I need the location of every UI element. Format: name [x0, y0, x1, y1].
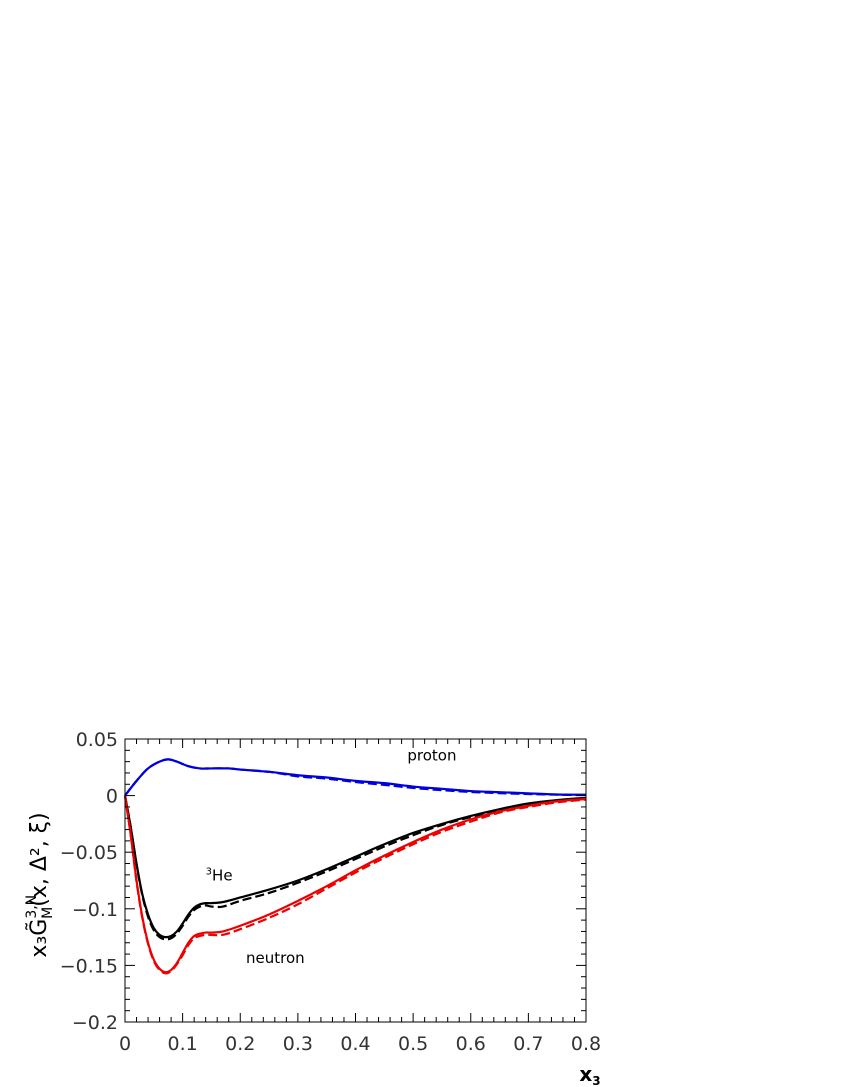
x-tick-label: 0.4	[340, 1033, 370, 1055]
y-tick-label: −0.15	[60, 955, 118, 977]
x-axis-title-main: x	[579, 1062, 592, 1086]
x-tick-label: 0	[119, 1033, 131, 1055]
y-tick-label: 0.05	[76, 729, 118, 751]
annotation-neutron: neutron	[246, 949, 305, 967]
y-axis-title-sup: 3,N	[24, 895, 40, 919]
x-tick-label: 0.8	[571, 1033, 601, 1055]
helium3-curve-dashed	[123, 795, 587, 941]
plot-area	[123, 758, 587, 975]
x-tick-label: 0.5	[398, 1033, 428, 1055]
annotation-helium3: 3He	[206, 867, 233, 885]
y-tick-label: −0.2	[72, 1012, 118, 1034]
x-tick-label: 0.1	[168, 1033, 198, 1055]
y-axis-title-main: x₃G̃	[26, 919, 52, 958]
axis-tick-labels: 0 0.1 0.2 0.3 0.4 0.5 0.6 0.7 0.8 0.05 0 −0.05 −0.1 −…	[60, 729, 601, 1055]
x-axis-title-sub: 3	[592, 1074, 600, 1087]
axis-ticks	[124, 738, 587, 1023]
proton-curve-dashed	[124, 758, 587, 797]
y-tick-label: −0.05	[60, 842, 118, 864]
x-axis-title: x3	[579, 1062, 600, 1087]
y-axis-title-args: (x, Δ², ξ)	[27, 812, 52, 906]
helium3-curve-solid	[123, 795, 587, 939]
y-axis-title-sub: M	[40, 907, 56, 919]
neutron-curve-solid	[123, 795, 587, 974]
x-tick-label: 0.2	[225, 1033, 255, 1055]
neutron-curve-dashed	[123, 795, 587, 975]
annotation-text: He	[212, 867, 233, 885]
y-axis-title: x₃G̃3,NM(x, Δ², ξ)	[24, 812, 56, 957]
proton-curve-solid	[124, 758, 587, 797]
x-tick-label: 0.6	[456, 1033, 486, 1055]
y-tick-label: 0	[106, 786, 118, 808]
x-tick-label: 0.3	[283, 1033, 313, 1055]
annotation-proton: proton	[407, 747, 456, 765]
x-tick-label: 0.7	[513, 1033, 543, 1055]
annotations: proton 3He neutron	[206, 747, 457, 968]
y-tick-label: −0.1	[72, 899, 118, 921]
annotation-superscript: 3	[206, 867, 212, 878]
